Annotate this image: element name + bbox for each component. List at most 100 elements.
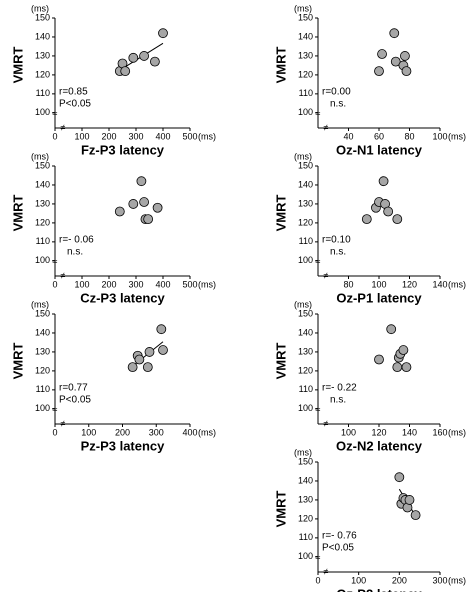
y-tick-label: 110 (299, 384, 313, 394)
x-tick-label: 300 (149, 427, 164, 437)
x-tick-label: 200 (392, 575, 407, 585)
axis-break: ≠ (61, 418, 66, 428)
x-tick-label: 500 (182, 279, 197, 289)
y-tick-label: 120 (35, 365, 50, 375)
point (374, 66, 384, 77)
annotation: P<0.05 (59, 395, 91, 406)
x-tick-label: 100 (432, 131, 447, 141)
x-tick-label: 400 (182, 427, 197, 437)
annotation: n.s. (330, 99, 346, 110)
y-axis-label: VMRT (10, 343, 25, 380)
point (142, 362, 153, 373)
axis-break: ≠ (61, 122, 66, 132)
axis-break: ≈ (53, 256, 58, 266)
annotation: n.s. (330, 395, 346, 406)
x-tick-label: 0 (52, 131, 57, 141)
axis-break: ≠ (324, 270, 329, 280)
x-tick-label: 120 (402, 279, 417, 289)
point (389, 28, 400, 39)
x-unit: (ms) (448, 131, 466, 141)
x-axis-label: Oz-N2 latency (336, 438, 423, 453)
x-tick-label: 100 (341, 427, 356, 437)
x-tick-label: 80 (404, 131, 414, 141)
axis-break: ≠ (61, 270, 66, 280)
point (158, 345, 168, 355)
point (400, 51, 410, 61)
panel: ≈≠1001101201301401500100200300(ms)(ms)Oz… (273, 447, 466, 592)
point (392, 214, 403, 225)
y-tick-label: 100 (298, 107, 313, 117)
point (128, 199, 139, 209)
x-tick-label: 500 (182, 131, 197, 141)
y-unit: (ms) (294, 447, 312, 457)
x-tick-label: 400 (155, 131, 170, 141)
axis-break: ≈ (53, 108, 58, 118)
y-unit: (ms) (294, 151, 312, 161)
point (127, 362, 138, 373)
y-tick-label: 150 (298, 456, 313, 466)
y-tick-label: 110 (36, 236, 50, 246)
axis-break: ≈ (316, 404, 321, 414)
y-tick-label: 100 (35, 403, 50, 413)
x-tick-label: 80 (343, 279, 353, 289)
point (383, 206, 394, 217)
x-axis-label: Fz-P3 latency (81, 142, 165, 157)
x-tick-label: 100 (74, 131, 89, 141)
y-tick-label: 130 (298, 494, 313, 504)
point (139, 197, 150, 207)
y-tick-label: 120 (35, 217, 50, 227)
y-tick-label: 150 (298, 308, 313, 318)
y-tick-label: 100 (298, 403, 313, 413)
x-tick-label: 40 (343, 131, 353, 141)
x-tick-label: 140 (402, 427, 417, 437)
x-unit: (ms) (448, 427, 466, 437)
point (401, 362, 412, 373)
point (134, 354, 145, 365)
x-unit: (ms) (198, 131, 216, 141)
y-tick-label: 150 (298, 12, 313, 22)
x-tick-label: 140 (432, 279, 447, 289)
x-tick-label: 0 (315, 575, 320, 585)
y-tick-label: 140 (298, 475, 313, 485)
point (386, 324, 397, 335)
x-tick-label: 100 (371, 279, 386, 289)
y-axis-label: VMRT (273, 47, 288, 84)
point (404, 495, 415, 505)
x-tick-label: 160 (432, 427, 447, 437)
y-tick-label: 150 (35, 308, 50, 318)
point (158, 28, 168, 39)
annotation: r=0.85 (59, 87, 88, 98)
x-axis-label: Oz-P1 latency (336, 290, 422, 305)
point (377, 49, 387, 59)
point (156, 324, 167, 335)
point (378, 176, 389, 187)
point (374, 354, 384, 365)
point (398, 345, 409, 355)
point (120, 66, 131, 77)
x-tick-label: 120 (371, 427, 386, 437)
y-tick-label: 130 (35, 50, 50, 60)
y-unit: (ms) (294, 3, 312, 13)
x-tick-label: 100 (351, 575, 366, 585)
axis-break: ≈ (316, 256, 321, 266)
y-tick-label: 140 (35, 179, 50, 189)
x-tick-label: 0 (52, 427, 57, 437)
x-unit: (ms) (448, 279, 466, 289)
y-axis-label: VMRT (10, 47, 25, 84)
x-tick-label: 200 (115, 427, 130, 437)
point (114, 206, 125, 217)
point (394, 472, 405, 483)
axis-break: ≠ (324, 122, 329, 132)
y-tick-label: 120 (298, 365, 313, 375)
point (149, 56, 160, 67)
y-axis-label: VMRT (273, 343, 288, 380)
y-tick-label: 100 (35, 255, 50, 265)
x-tick-label: 300 (432, 575, 447, 585)
point (143, 214, 154, 225)
annotation: r=0.77 (59, 383, 88, 394)
y-tick-label: 130 (298, 198, 313, 208)
